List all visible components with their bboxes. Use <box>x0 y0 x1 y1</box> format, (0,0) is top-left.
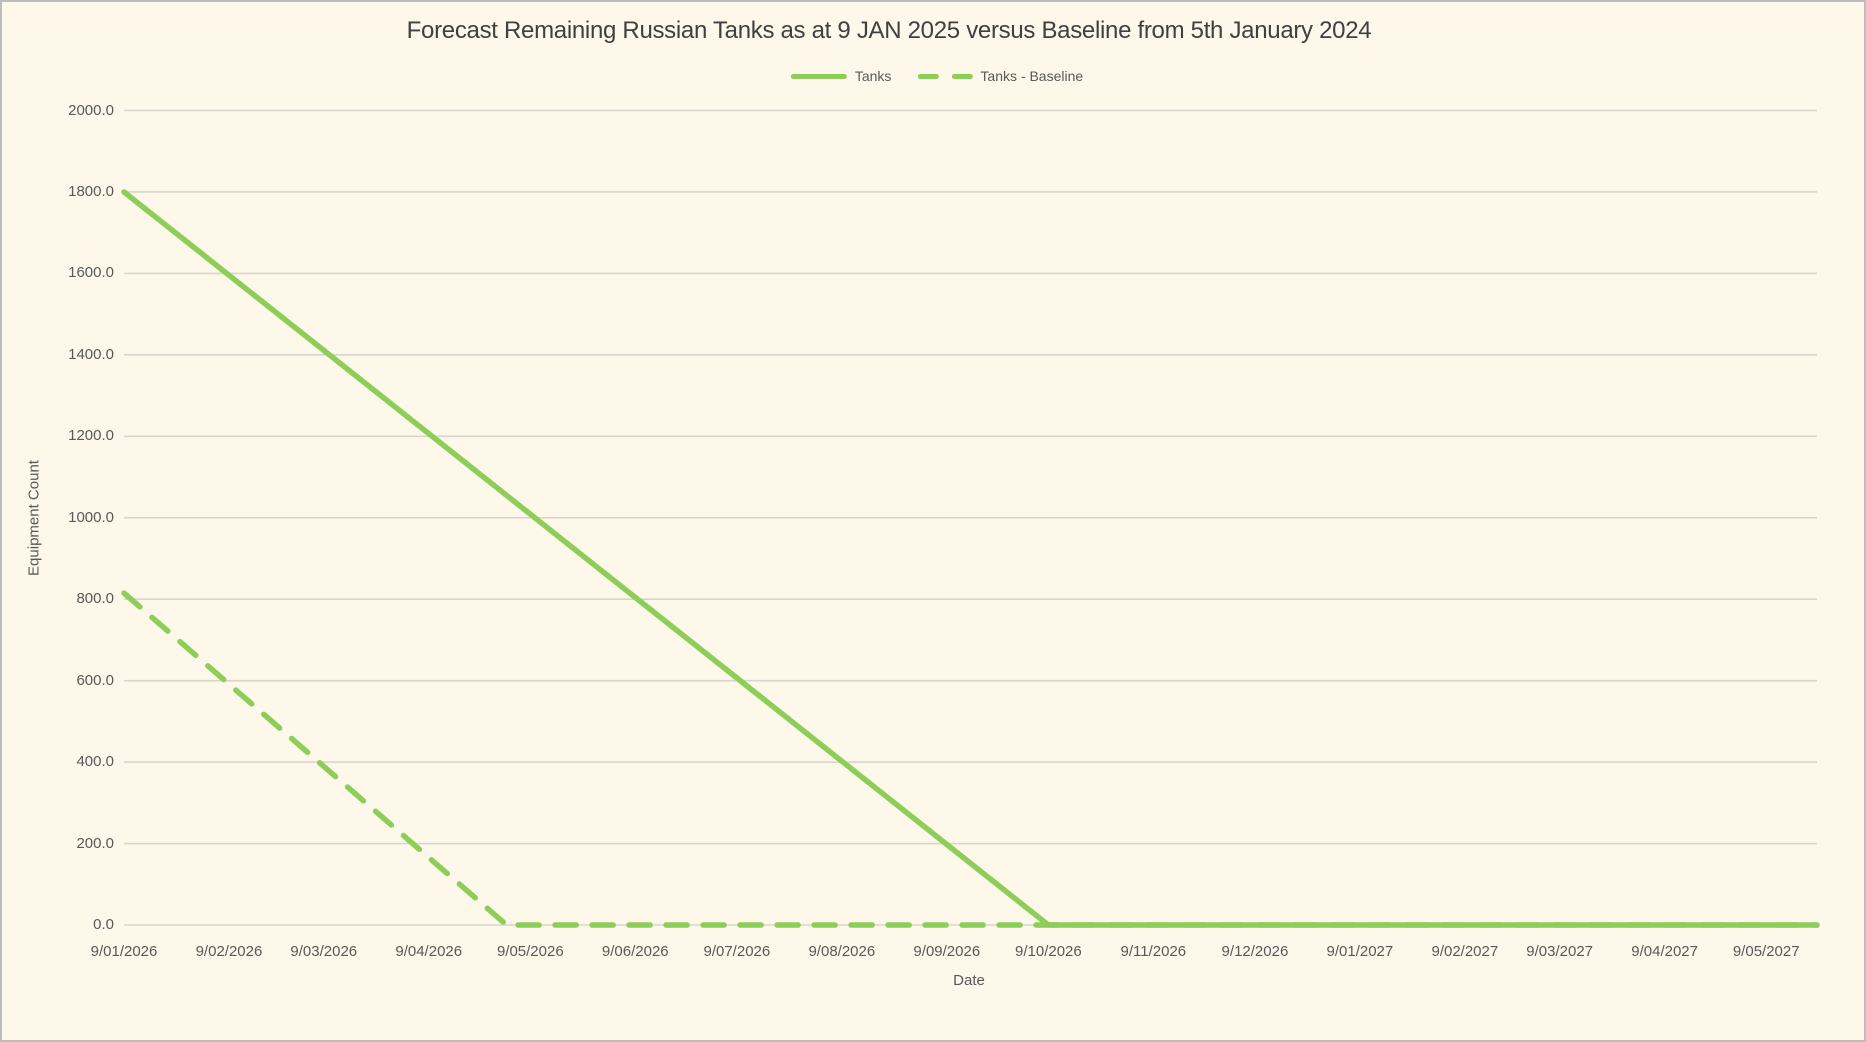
y-tick-label: 1000.0 <box>68 508 114 526</box>
y-tick-label: 1200.0 <box>68 427 114 445</box>
chart-title: Forecast Remaining Russian Tanks as at 9… <box>406 17 1372 44</box>
y-tick-label: 1400.0 <box>68 345 114 363</box>
x-tick-label: 9/10/2026 <box>1015 943 1082 960</box>
tanks-baseline-series-line <box>121 590 1820 928</box>
legend-item-tanks: Tanks <box>790 68 892 84</box>
x-tick-label: 9/06/2026 <box>601 943 669 960</box>
x-tick-label: 9/11/2026 <box>1120 943 1187 960</box>
y-axis-title: Equipment Count <box>25 460 43 576</box>
y-tick-label: 1800.0 <box>68 182 114 200</box>
legend-label-tanks-baseline: Tanks - Baseline <box>980 68 1084 84</box>
y-tick-label: 400.0 <box>76 753 114 771</box>
x-tick-label: 9/09/2026 <box>913 943 981 960</box>
x-tick-label: 9/07/2026 <box>703 943 771 960</box>
x-tick-label: 9/01/2026 <box>90 943 158 960</box>
x-tick-label: 9/08/2026 <box>808 943 876 960</box>
tanks-series-line <box>121 189 1820 928</box>
x-tick-label: 9/12/2026 <box>1221 943 1289 960</box>
y-tick-label: 800.0 <box>76 590 114 608</box>
x-tick-label: 9/04/2026 <box>395 943 463 960</box>
x-tick-label: 9/01/2027 <box>1326 943 1394 960</box>
x-tick-label: 9/03/2027 <box>1526 943 1594 960</box>
x-tick-label: 9/05/2026 <box>496 943 564 960</box>
x-tick-label: 9/02/2027 <box>1431 943 1499 960</box>
y-tick-label: 600.0 <box>76 671 114 689</box>
y-tick-label: 1600.0 <box>68 264 114 282</box>
legend: Tanks Tanks - Baseline <box>790 68 1083 84</box>
x-tick-label: 9/02/2026 <box>195 943 263 960</box>
y-tick-label: 200.0 <box>76 834 114 852</box>
tanks-solid-line-swatch <box>790 73 847 79</box>
x-tick-label: 9/05/2027 <box>1732 943 1800 960</box>
x-tick-label: 9/04/2027 <box>1631 943 1698 960</box>
legend-item-tanks-baseline: Tanks - Baseline <box>917 68 1083 84</box>
y-tick-label: 2000.0 <box>68 101 114 119</box>
tanks-baseline-dashed-line-swatch <box>917 73 973 79</box>
y-tick-label: 0.0 <box>93 916 114 933</box>
x-tick-label: 9/03/2026 <box>290 943 358 960</box>
x-axis-title: Date <box>953 972 985 989</box>
legend-label-tanks: Tanks <box>854 68 892 84</box>
